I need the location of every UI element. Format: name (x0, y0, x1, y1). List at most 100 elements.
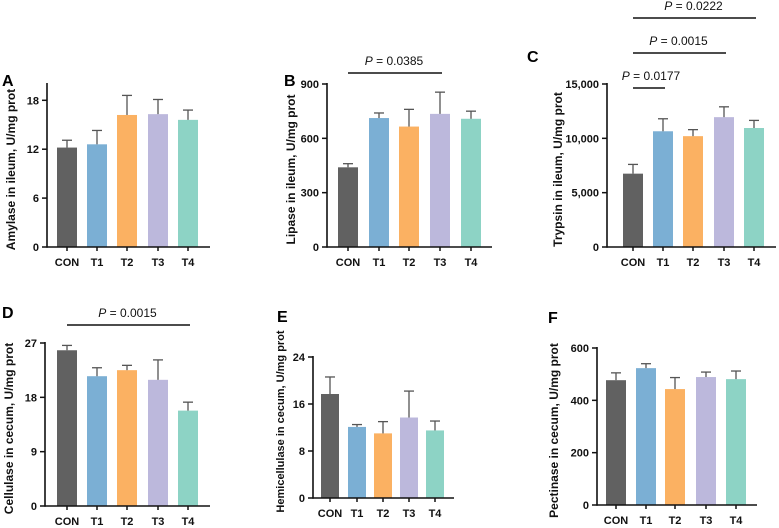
panel-label: A (2, 73, 14, 90)
x-tick-label: T3 (700, 515, 713, 527)
bar-t1 (87, 376, 107, 506)
p-value: = 0.0177 (630, 69, 681, 83)
p-symbol: P (664, 0, 672, 13)
x-tick-label: T2 (121, 257, 134, 269)
p-value-label: P = 0.0222 (664, 0, 723, 13)
panel-label: B (284, 73, 296, 90)
x-tick-label: T3 (152, 516, 165, 528)
p-value-label: P = 0.0385 (365, 54, 424, 68)
x-tick-label: T4 (429, 508, 443, 520)
bar-t3 (148, 114, 168, 247)
y-axis-label: Cellulase in cecum, U/mg prot (2, 343, 16, 514)
p-value-label: P = 0.0015 (98, 306, 157, 320)
bar-t4 (726, 379, 746, 505)
bar-con (321, 394, 339, 498)
y-axis-label: Trypsin in ileum, U/mg prot (551, 92, 565, 247)
bar-t4 (426, 430, 444, 498)
p-value: = 0.0222 (672, 0, 723, 13)
x-tick-label: T1 (640, 515, 653, 527)
bar-t1 (653, 131, 673, 247)
y-tick-label: 900 (301, 79, 319, 91)
x-tick-label: T4 (465, 257, 479, 269)
bar-con (57, 147, 77, 247)
x-tick-label: CON (336, 257, 361, 269)
x-tick-label: T2 (687, 257, 700, 269)
p-symbol: P (365, 54, 373, 68)
x-tick-label: T2 (669, 515, 682, 527)
y-tick-label: 0 (313, 242, 319, 254)
p-symbol: P (649, 34, 657, 48)
p-value-label: P = 0.0015 (649, 34, 708, 48)
y-tick-label: 27 (25, 338, 37, 350)
x-tick-label: T2 (377, 508, 390, 520)
bar-t1 (369, 118, 389, 247)
y-tick-label: 8 (299, 446, 305, 458)
y-tick-label: 600 (301, 133, 319, 145)
x-tick-label: CON (55, 257, 80, 269)
y-axis-label: Hemicellulase in cecum, U/mg prot (275, 330, 287, 513)
bar-t4 (178, 410, 198, 506)
x-tick-label: T2 (121, 516, 134, 528)
y-tick-label: 16 (293, 399, 305, 411)
p-value: = 0.0015 (106, 306, 157, 320)
bar-con (338, 167, 358, 247)
y-tick-label: 12 (27, 144, 39, 156)
y-tick-label: 0 (593, 242, 599, 254)
x-tick-label: T2 (403, 257, 416, 269)
x-tick-label: T4 (182, 516, 196, 528)
panel-label: D (2, 305, 14, 322)
panel-label: E (277, 309, 288, 326)
x-tick-label: CON (318, 508, 343, 520)
bar-t3 (400, 417, 418, 498)
x-tick-label: T1 (351, 508, 364, 520)
x-tick-label: T4 (182, 257, 196, 269)
bar-t2 (399, 126, 419, 247)
p-value-label: P = 0.0177 (622, 69, 681, 83)
bar-t3 (148, 379, 168, 506)
y-tick-label: 9 (31, 447, 37, 459)
panel-B: B Lipase in ileum, U/mg prot CON T1 T2 T3 T4 0 3… (284, 54, 492, 269)
bar-t2 (665, 389, 685, 505)
bar-t3 (430, 113, 450, 247)
y-axis-label: Pectinase in cecum, U/mg prot (547, 343, 561, 518)
x-tick-label: T3 (403, 508, 416, 520)
x-tick-label: CON (55, 516, 80, 528)
panel-E: E Hemicellulase in cecum, U/mg prot CON T1 T… (275, 309, 454, 520)
bar-t3 (714, 117, 734, 247)
p-value: = 0.0015 (657, 34, 708, 48)
bar-con (623, 173, 643, 247)
bar-t4 (744, 128, 764, 247)
y-tick-label: 15,000 (565, 79, 599, 91)
x-tick-label: CON (604, 515, 629, 527)
panel-label: C (527, 49, 539, 66)
y-axis-label: Lipase in ileum, U/mg prot (284, 94, 298, 244)
y-tick-label: 400 (571, 395, 589, 407)
y-axis-label: Amylase in ileum, U/mg prot (4, 89, 18, 250)
panel-F: F Pectinase in cecum, U/mg prot CON T1 T2 T3 T… (547, 310, 757, 527)
panel-D: D Cellulase in cecum, U/mg prot CON T1 T2 T3 T… (2, 305, 210, 528)
bar-t3 (696, 377, 716, 505)
p-value: = 0.0385 (373, 54, 424, 68)
bar-t2 (683, 136, 703, 247)
panel-label: F (548, 310, 558, 327)
y-tick-label: 6 (33, 193, 39, 205)
bar-t2 (117, 114, 137, 247)
bar-t1 (348, 426, 366, 498)
y-tick-label: 0 (299, 493, 305, 505)
x-tick-label: T3 (434, 257, 447, 269)
y-tick-label: 0 (583, 500, 589, 512)
y-tick-label: 18 (25, 392, 37, 404)
bar-t4 (178, 119, 198, 247)
bar-t1 (636, 368, 656, 505)
y-tick-label: 0 (33, 242, 39, 254)
x-tick-label: T1 (91, 516, 104, 528)
y-tick-label: 18 (27, 95, 39, 107)
x-tick-label: CON (621, 257, 646, 269)
y-tick-label: 5,000 (571, 188, 599, 200)
p-symbol: P (622, 69, 630, 83)
bar-t4 (461, 118, 481, 247)
y-tick-label: 10,000 (565, 133, 599, 145)
panel-C: C Trypsin in ileum, U/mg prot CON T1 T2 T3 T4 0… (527, 0, 776, 269)
x-tick-label: T4 (730, 515, 744, 527)
